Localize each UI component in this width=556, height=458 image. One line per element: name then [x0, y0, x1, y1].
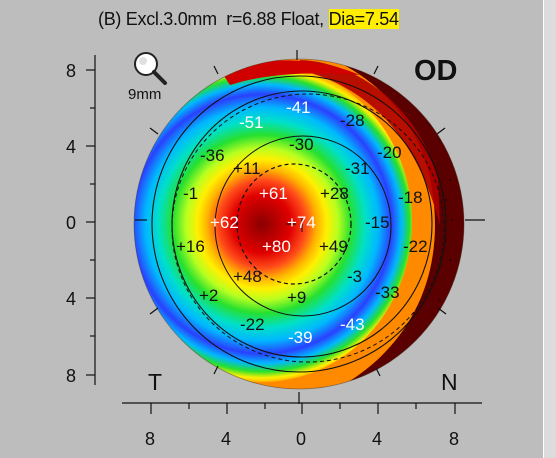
- map-value: +74: [287, 213, 316, 232]
- map-value: +28: [320, 184, 349, 203]
- map-value: -33: [375, 283, 400, 302]
- circle-outer: [151, 75, 447, 373]
- map-value: -20: [377, 143, 402, 162]
- magnifier-icon[interactable]: [134, 52, 167, 85]
- x-tick-label: 8: [145, 429, 155, 449]
- diameter-highlight: Dia=7.54: [328, 9, 399, 29]
- temporal-label: T: [148, 369, 162, 395]
- map-value: -15: [365, 213, 390, 232]
- y-tick-label: 4: [66, 289, 76, 309]
- center-crosshair: [286, 218, 303, 232]
- map-value: +11: [233, 159, 261, 178]
- map-value: -31: [345, 159, 370, 178]
- map-value: -30: [289, 135, 314, 154]
- x-tick-label: 8: [449, 429, 459, 449]
- circle-inner: [214, 135, 392, 317]
- map-value: -51: [239, 113, 264, 132]
- map-value: +48: [233, 267, 262, 286]
- y-tick-label: 4: [66, 137, 76, 157]
- map-values: -41 -51 -28 -30 -36 -20 +11 -31 -1 +61 +28 -18 +62 +7…: [176, 98, 428, 347]
- eye-label: OD: [414, 55, 458, 87]
- map-value: -18: [398, 188, 423, 207]
- y-tick-label: 0: [66, 213, 76, 233]
- exclusion-zone: [236, 163, 352, 285]
- pupil-boundary: [171, 93, 445, 363]
- map-header: (B) Excl.3.0mm r=6.88 Float, Dia=7.54: [98, 9, 399, 30]
- map-value: -39: [288, 328, 313, 347]
- map-value: +62: [210, 213, 239, 232]
- map-value: -3: [347, 267, 362, 286]
- x-axis: 8 4 0 4 8: [122, 402, 482, 449]
- map-value: -1: [183, 184, 198, 203]
- map-value: +61: [259, 184, 288, 203]
- y-axis: 8 4 0 4 8: [66, 55, 96, 386]
- map-value: -22: [240, 315, 265, 334]
- map-parameters: (B) Excl.3.0mm r=6.88 Float,: [98, 9, 329, 29]
- x-tick-label: 4: [372, 429, 382, 449]
- map-value: +80: [262, 237, 291, 256]
- x-tick-label: 0: [296, 429, 306, 449]
- scrollbar-frame[interactable]: [543, 0, 556, 458]
- y-tick-label: 8: [66, 61, 76, 81]
- map-value: +16: [176, 237, 205, 256]
- map-value: -36: [200, 146, 225, 165]
- map-value: +49: [319, 237, 348, 256]
- map-value: -41: [286, 98, 311, 117]
- map-value: +2: [199, 286, 218, 305]
- zoom-label: 9mm: [128, 86, 161, 103]
- elevation-color-map: [134, 59, 464, 389]
- map-value: +9: [287, 288, 306, 307]
- radial-ticks: [135, 50, 485, 404]
- map-value: -22: [403, 237, 428, 256]
- x-tick-label: 4: [221, 429, 231, 449]
- map-value: -43: [340, 315, 365, 334]
- nasal-label: N: [441, 369, 458, 395]
- y-tick-label: 8: [66, 366, 76, 386]
- map-value: -28: [340, 111, 365, 130]
